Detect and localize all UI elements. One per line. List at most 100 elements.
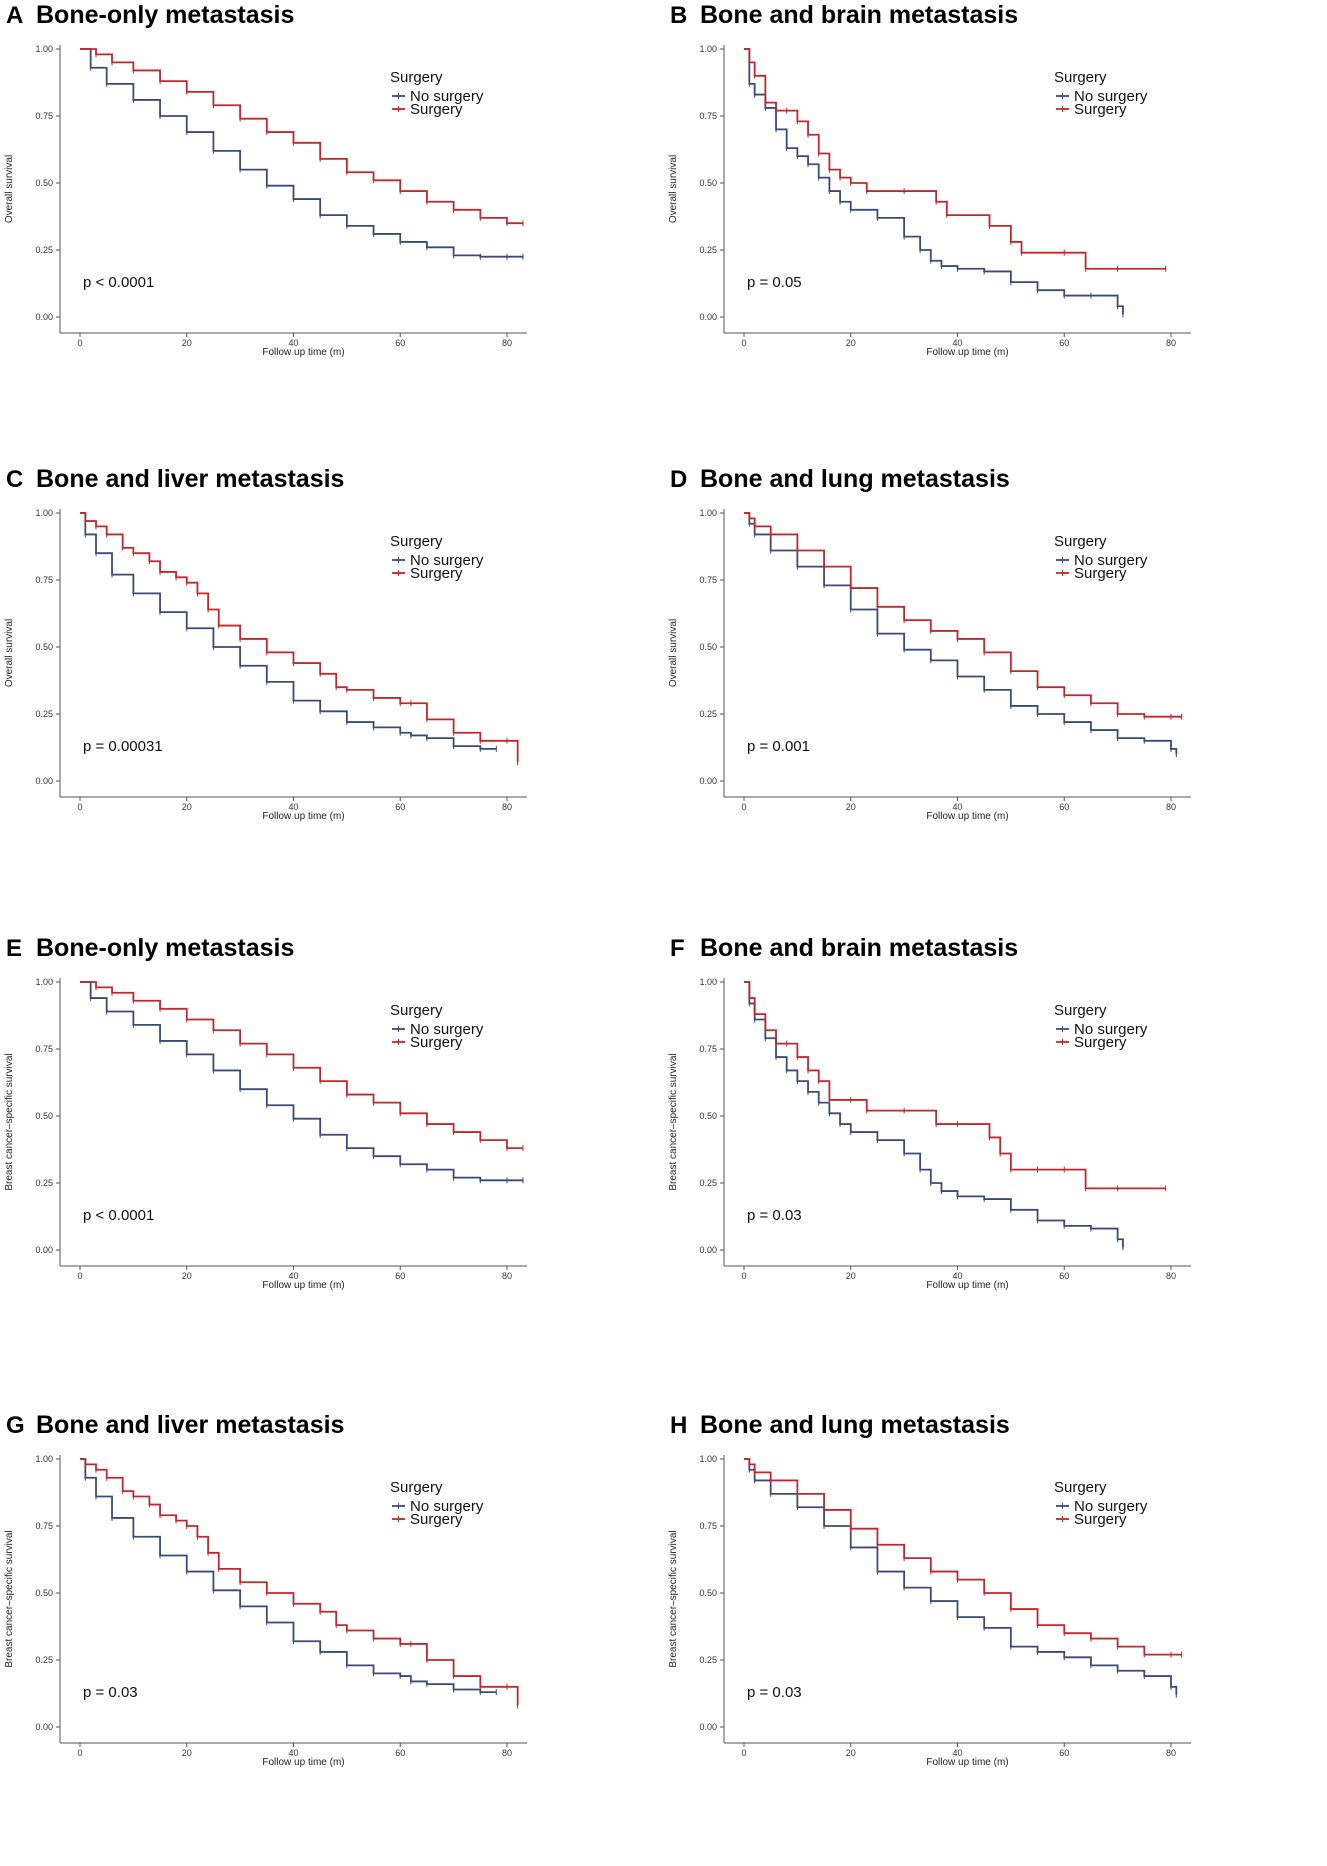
km-curve-surgery: [80, 1458, 519, 1706]
x-tick-label: 60: [395, 1748, 405, 1758]
chart-title: Bone-only metastasis: [36, 1, 294, 29]
y-tick-label: 0.25: [699, 1655, 717, 1665]
x-tick-label: 0: [77, 338, 82, 348]
legend-title: Surgery: [390, 69, 443, 86]
x-axis-label: Follow up time (m): [926, 347, 1008, 358]
x-tick-label: 0: [741, 1748, 746, 1758]
legend-item-label: No surgery: [410, 552, 484, 569]
km-curve-no-surgery: [80, 981, 523, 1182]
legend-item-label: Surgery: [1074, 101, 1127, 118]
x-tick-label: 20: [182, 1271, 192, 1281]
chart-title: Bone and lung metastasis: [700, 465, 1010, 493]
panel-letter: E: [6, 935, 22, 962]
legend-item-label: No surgery: [410, 88, 484, 105]
km-panel-c: C Bone and liver metastasis 0.00 0.25 0.50 0.…: [0, 464, 663, 920]
x-axis-label: Follow up time (m): [262, 1280, 344, 1291]
x-tick-label: 60: [395, 1271, 405, 1281]
x-tick-label: 40: [288, 338, 298, 348]
km-chart-svg: D Bone and lung metastasis 0.00 0.25 0.50 0.7…: [668, 465, 1191, 822]
x-tick-label: 0: [77, 802, 82, 812]
km-chart-svg: B Bone and brain metastasis 0.00 0.25 0.50 0.…: [668, 1, 1191, 358]
y-axis-label: Breast cancer–specific survival: [4, 1053, 15, 1190]
p-value-annotation: p < 0.0001: [83, 274, 154, 291]
x-tick-label: 0: [741, 802, 746, 812]
x-tick-label: 40: [288, 1748, 298, 1758]
panel-letter: D: [670, 466, 687, 493]
legend-item-label: No surgery: [1074, 1021, 1148, 1038]
x-tick-label: 40: [952, 1271, 962, 1281]
x-tick-label: 80: [502, 338, 512, 348]
y-tick-label: 0.50: [35, 1588, 53, 1598]
x-tick-label: 20: [846, 338, 856, 348]
x-tick-label: 40: [288, 802, 298, 812]
x-tick-label: 80: [502, 802, 512, 812]
km-curve-surgery: [744, 512, 1182, 718]
y-axis-label: Breast cancer–specific survival: [668, 1053, 679, 1190]
x-tick-label: 80: [1166, 1748, 1176, 1758]
legend-title: Surgery: [1054, 1479, 1107, 1496]
x-tick-label: 80: [1166, 802, 1176, 812]
km-panel-d: D Bone and lung metastasis 0.00 0.25 0.50 0.7…: [664, 464, 1327, 920]
km-panel-a: A Bone-only metastasis 0.00 0.25 0.50 0.75 1.0…: [0, 0, 663, 456]
x-axis-label: Follow up time (m): [926, 811, 1008, 822]
panel-letter: A: [6, 2, 23, 29]
x-tick-label: 0: [77, 1271, 82, 1281]
km-chart-svg: F Bone and brain metastasis 0.00 0.25 0.50 0.…: [668, 934, 1191, 1291]
km-panel-e: E Bone-only metastasis 0.00 0.25 0.50 0.75 1.0…: [0, 933, 663, 1389]
x-tick-label: 0: [741, 1271, 746, 1281]
km-chart-svg: H Bone and lung metastasis 0.00 0.25 0.50 0.7…: [668, 1411, 1191, 1768]
y-tick-label: 0.75: [699, 575, 717, 585]
y-tick-label: 0.75: [699, 1044, 717, 1054]
km-chart-svg: G Bone and liver metastasis 0.00 0.25 0.50 0.…: [4, 1411, 527, 1768]
y-tick-label: 1.00: [699, 977, 717, 987]
x-axis-label: Follow up time (m): [262, 347, 344, 358]
panel-letter: H: [670, 1412, 687, 1439]
x-tick-label: 20: [846, 1271, 856, 1281]
x-tick-label: 80: [1166, 1271, 1176, 1281]
x-tick-label: 20: [846, 1748, 856, 1758]
y-tick-label: 0.75: [35, 1044, 53, 1054]
x-tick-label: 20: [846, 802, 856, 812]
y-tick-label: 0.75: [699, 1521, 717, 1531]
y-tick-label: 0.00: [35, 776, 53, 786]
x-tick-label: 40: [952, 1748, 962, 1758]
y-tick-label: 1.00: [699, 1454, 717, 1464]
km-chart-svg: E Bone-only metastasis 0.00 0.25 0.50 0.75 1.0…: [4, 934, 527, 1291]
km-chart-svg: A Bone-only metastasis 0.00 0.25 0.50 0.75 1.0…: [4, 1, 527, 358]
x-axis-label: Follow up time (m): [926, 1757, 1008, 1768]
x-tick-label: 80: [502, 1271, 512, 1281]
y-tick-label: 1.00: [35, 977, 53, 987]
legend-item-label: Surgery: [1074, 1511, 1127, 1528]
y-tick-label: 0.50: [699, 1588, 717, 1598]
p-value-annotation: p = 0.03: [747, 1207, 802, 1224]
y-tick-label: 0.25: [699, 1178, 717, 1188]
legend-item-label: Surgery: [410, 101, 463, 118]
y-tick-label: 0.00: [699, 776, 717, 786]
km-curve-surgery: [744, 1458, 1182, 1656]
x-tick-label: 60: [1059, 338, 1069, 348]
legend-item-label: Surgery: [410, 1511, 463, 1528]
legend-item-label: Surgery: [1074, 565, 1127, 582]
x-tick-label: 40: [952, 338, 962, 348]
y-tick-label: 0.50: [699, 1111, 717, 1121]
y-tick-label: 0.00: [35, 312, 53, 322]
chart-title: Bone and brain metastasis: [700, 934, 1018, 962]
km-panel-g: G Bone and liver metastasis 0.00 0.25 0.50 0.…: [0, 1410, 663, 1866]
panel-letter: G: [6, 1412, 25, 1439]
p-value-annotation: p = 0.03: [83, 1684, 138, 1701]
x-tick-label: 40: [952, 802, 962, 812]
y-tick-label: 1.00: [699, 44, 717, 54]
y-axis-label: Overall survival: [668, 155, 679, 223]
legend-item-label: No surgery: [410, 1498, 484, 1515]
x-axis-label: Follow up time (m): [262, 811, 344, 822]
km-panel-f: F Bone and brain metastasis 0.00 0.25 0.50 0.…: [664, 933, 1327, 1389]
y-tick-label: 0.25: [699, 245, 717, 255]
y-tick-label: 0.00: [699, 1722, 717, 1732]
x-tick-label: 60: [1059, 1748, 1069, 1758]
km-panel-b: B Bone and brain metastasis 0.00 0.25 0.50 0.…: [664, 0, 1327, 456]
x-tick-label: 0: [741, 338, 746, 348]
y-tick-label: 1.00: [35, 1454, 53, 1464]
y-tick-label: 0.25: [35, 1178, 53, 1188]
p-value-annotation: p < 0.0001: [83, 1207, 154, 1224]
y-tick-label: 0.25: [35, 245, 53, 255]
